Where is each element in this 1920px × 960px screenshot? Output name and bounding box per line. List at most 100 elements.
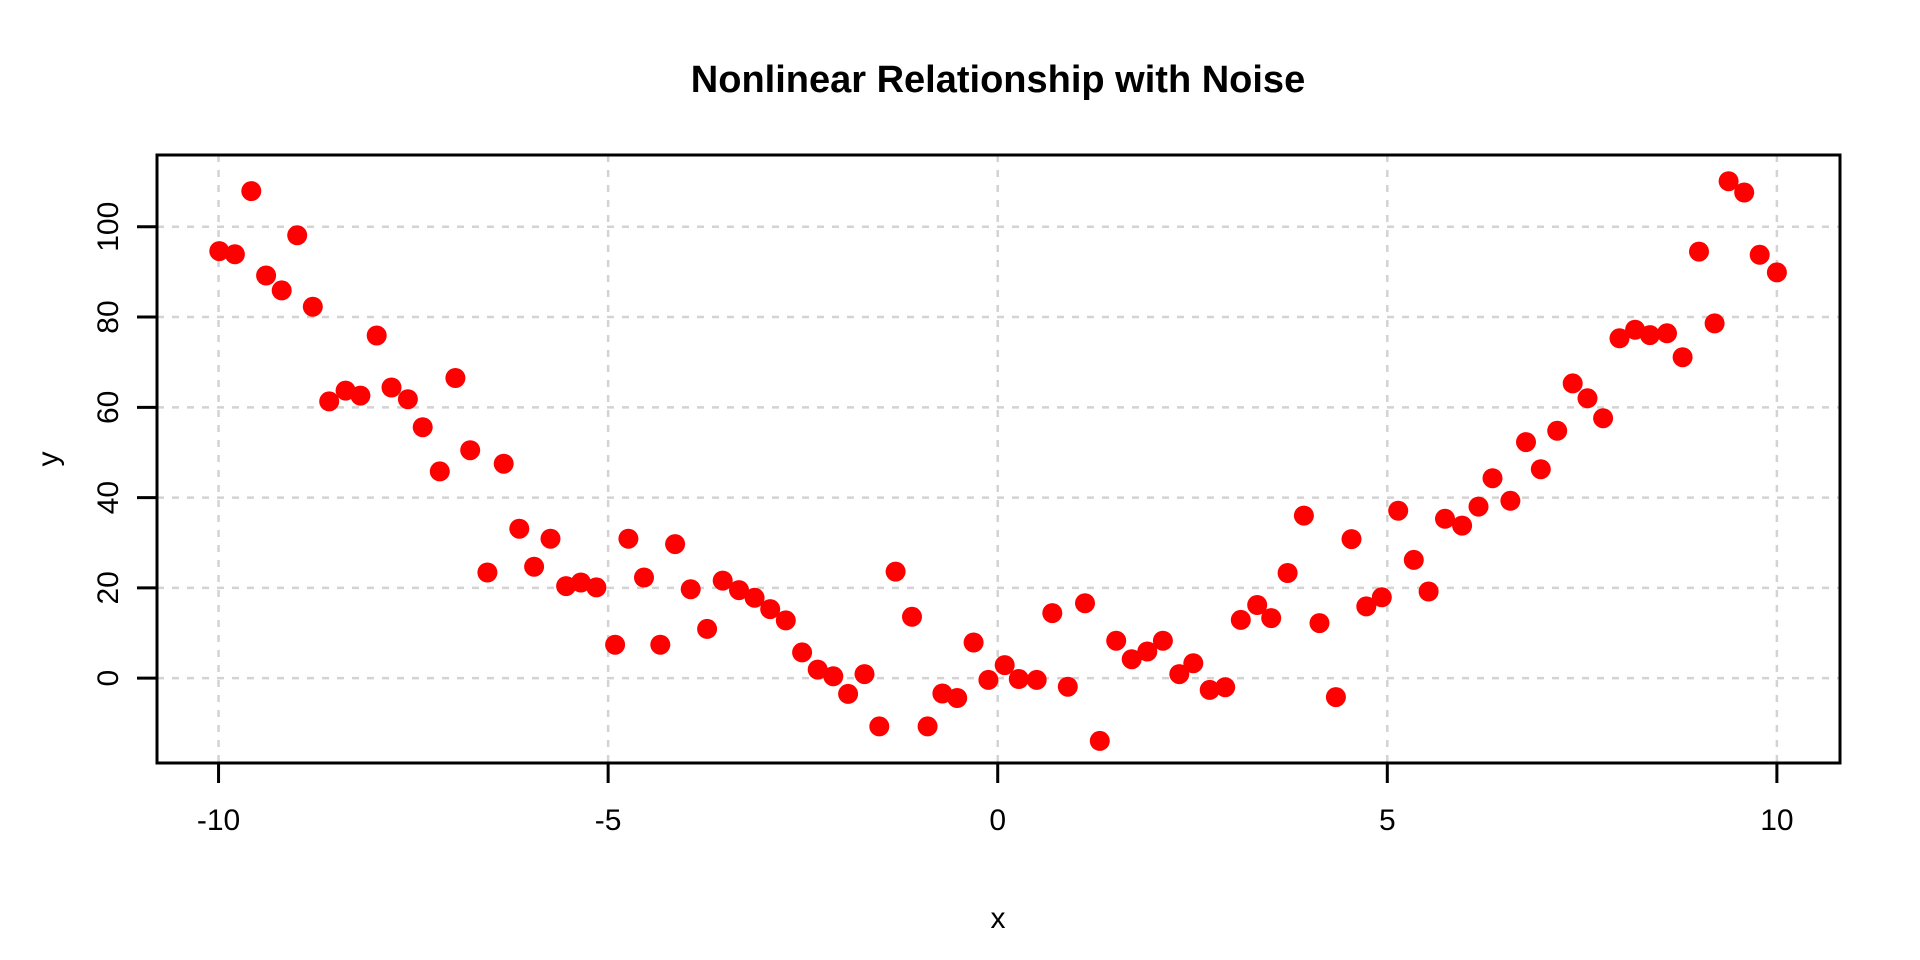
data-point bbox=[1026, 669, 1047, 690]
data-point bbox=[807, 659, 828, 680]
x-axis-title: x bbox=[991, 902, 1006, 935]
data-point bbox=[963, 632, 984, 653]
x-tick-label: -5 bbox=[595, 804, 622, 837]
data-point bbox=[350, 385, 371, 406]
data-point bbox=[1309, 613, 1330, 634]
data-point bbox=[744, 587, 765, 608]
x-tick-label: 5 bbox=[1379, 804, 1396, 837]
data-point bbox=[1766, 262, 1787, 283]
data-point bbox=[570, 572, 591, 593]
data-point bbox=[680, 579, 701, 600]
data-point bbox=[319, 391, 340, 412]
data-point bbox=[477, 562, 498, 583]
data-point bbox=[1261, 608, 1282, 629]
data-point bbox=[1403, 549, 1424, 570]
data-point bbox=[224, 244, 245, 265]
data-point bbox=[429, 461, 450, 482]
data-point bbox=[1293, 505, 1314, 526]
data-point bbox=[1356, 596, 1377, 617]
data-point bbox=[1008, 669, 1029, 689]
data-point bbox=[1247, 595, 1268, 615]
data-point bbox=[1075, 593, 1095, 614]
data-point bbox=[1530, 459, 1551, 480]
data-point bbox=[1325, 687, 1346, 708]
data-point bbox=[729, 580, 749, 601]
data-point bbox=[460, 440, 481, 461]
data-point bbox=[287, 225, 308, 246]
data-point bbox=[665, 534, 686, 555]
data-point bbox=[994, 655, 1015, 676]
y-tick-label: 60 bbox=[92, 391, 125, 424]
data-point bbox=[1230, 609, 1251, 630]
data-point bbox=[1516, 432, 1536, 453]
data-point bbox=[760, 599, 781, 620]
y-tick-label: 100 bbox=[92, 202, 125, 252]
y-tick-label: 80 bbox=[92, 300, 125, 333]
data-point bbox=[445, 368, 466, 388]
data-point bbox=[1609, 328, 1630, 349]
data-point bbox=[366, 325, 387, 346]
y-tick-label: 0 bbox=[92, 670, 125, 687]
data-point bbox=[1657, 323, 1677, 344]
data-point bbox=[1593, 408, 1614, 429]
data-point bbox=[209, 241, 230, 262]
data-point bbox=[1137, 641, 1158, 662]
data-point bbox=[302, 296, 323, 317]
grid-lines bbox=[157, 155, 1840, 763]
data-point bbox=[1042, 603, 1063, 624]
data-point bbox=[1418, 581, 1439, 602]
data-point bbox=[885, 561, 906, 582]
data-point bbox=[1388, 500, 1409, 521]
x-tick-label: 10 bbox=[1760, 804, 1793, 837]
chart-title: Nonlinear Relationship with Noise bbox=[691, 59, 1305, 101]
y-axis-title: y bbox=[32, 452, 65, 467]
data-point bbox=[493, 453, 514, 474]
data-point bbox=[1371, 587, 1392, 608]
data-point bbox=[697, 618, 718, 639]
data-point bbox=[540, 528, 561, 549]
data-point bbox=[792, 642, 813, 663]
data-point bbox=[524, 556, 545, 577]
data-point bbox=[869, 716, 890, 737]
y-tick-label: 20 bbox=[92, 571, 125, 604]
data-point bbox=[1341, 529, 1362, 550]
data-point bbox=[509, 518, 530, 539]
x-tick-label: -10 bbox=[197, 804, 240, 837]
data-point bbox=[1215, 677, 1236, 698]
data-point bbox=[1199, 679, 1220, 700]
data-point bbox=[586, 577, 607, 598]
data-point bbox=[854, 664, 875, 685]
data-point bbox=[947, 688, 968, 708]
data-point bbox=[1639, 325, 1660, 346]
data-point bbox=[1482, 468, 1503, 489]
data-point bbox=[1277, 563, 1298, 583]
data-point bbox=[1749, 244, 1770, 265]
data-point bbox=[381, 377, 402, 398]
data-point bbox=[1734, 182, 1755, 203]
data-point bbox=[978, 669, 999, 690]
data-point bbox=[1106, 630, 1127, 651]
data-point bbox=[1562, 373, 1583, 394]
data-points bbox=[209, 171, 1787, 751]
data-point bbox=[1468, 496, 1489, 517]
data-point bbox=[902, 606, 922, 627]
data-point bbox=[650, 634, 671, 655]
data-point bbox=[823, 666, 844, 687]
data-point bbox=[412, 417, 433, 438]
data-point bbox=[838, 683, 859, 704]
data-point bbox=[1452, 515, 1473, 536]
data-point bbox=[605, 634, 626, 655]
data-point bbox=[397, 389, 418, 410]
data-point bbox=[917, 716, 938, 737]
data-point bbox=[712, 570, 733, 591]
data-point bbox=[1169, 664, 1190, 685]
data-point bbox=[1672, 347, 1693, 368]
data-point bbox=[1547, 420, 1568, 441]
data-point bbox=[241, 181, 262, 202]
data-point bbox=[1089, 730, 1110, 751]
data-point bbox=[1121, 649, 1142, 670]
data-point bbox=[1500, 490, 1521, 511]
